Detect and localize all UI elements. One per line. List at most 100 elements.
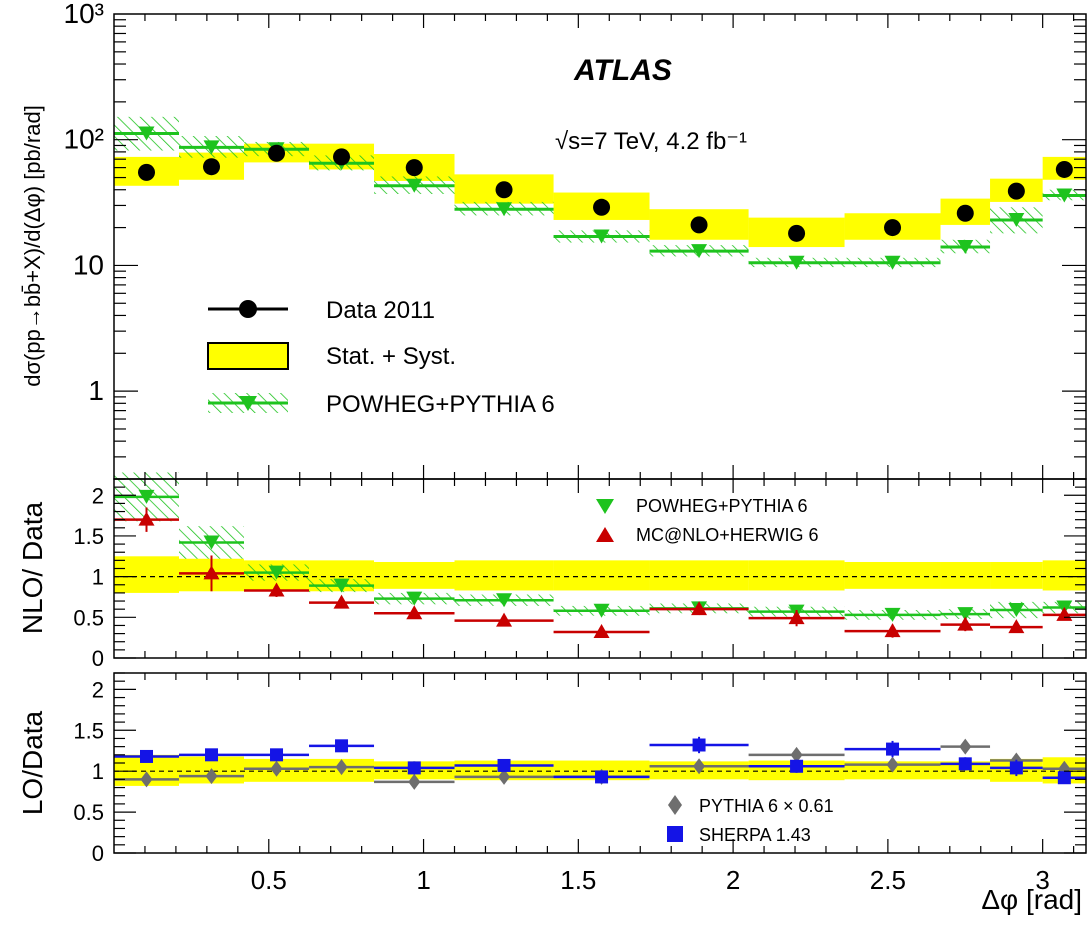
powheg-point: [957, 240, 974, 255]
ratio-y-tick-label: 1.5: [73, 524, 104, 549]
ratio-y-tick-label: 1: [92, 565, 104, 590]
middle-legend: POWHEG+PYTHIA 6 MC@NLO+HERWIG 6: [596, 496, 818, 545]
data-point: [593, 198, 611, 216]
powheg-ratio-point: [406, 591, 423, 606]
data-point: [203, 158, 221, 176]
legend-label-mcnlo: MC@NLO+HERWIG 6: [636, 525, 818, 545]
data-point: [495, 181, 513, 199]
ratio-y-tick-label: 0.5: [73, 800, 104, 825]
ratio-y-tick-label: 0: [92, 841, 104, 866]
sherpa-point: [497, 758, 511, 772]
mcnlo-point: [593, 623, 610, 638]
pythia-point: [886, 756, 899, 773]
legend-band-box-icon: [207, 342, 289, 370]
data-ratio-band: [990, 561, 1043, 589]
data-point: [956, 204, 974, 222]
top-y-tick-label: 10: [73, 249, 104, 280]
top-y-tick-label: 10²: [64, 124, 104, 155]
data-point: [1055, 160, 1073, 178]
sherpa-point: [692, 738, 706, 752]
powheg-point: [406, 178, 423, 193]
data-ratio-band: [454, 560, 554, 591]
x-tick-label: 0.5: [251, 865, 287, 895]
x-tick-label: 2.5: [870, 865, 906, 895]
pythia-point: [335, 759, 348, 776]
sherpa-point: [886, 742, 900, 756]
powheg-ratio-point: [957, 607, 974, 622]
ratio-y-tick-label: 0: [92, 646, 104, 671]
legend-label-pythia: PYTHIA 6 × 0.61: [699, 796, 834, 816]
x-tick-label: 1.5: [560, 865, 596, 895]
legend-label-sherpa: SHERPA 1.43: [699, 825, 811, 845]
bottom-legend: PYTHIA 6 × 0.61 SHERPA 1.43: [667, 795, 834, 845]
x-tick-label: 3: [1035, 865, 1049, 895]
data-ratio-band: [374, 561, 455, 589]
pythia-point: [205, 768, 218, 785]
powheg-ratio-point: [593, 603, 610, 618]
bottom-y-axis-label: LO/Data: [17, 710, 48, 815]
legend-pythia-diamond-icon: [668, 795, 682, 815]
mcnlo-point: [138, 511, 155, 526]
data-ratio-band: [748, 560, 845, 591]
data-ratio-band: [553, 560, 650, 591]
mcnlo-point: [1008, 619, 1025, 634]
top-legend: Data 2011 Stat. + Syst. POWHEG+PYTHIA 6: [207, 297, 555, 418]
mcnlo-point: [691, 601, 708, 616]
powheg-point: [884, 255, 901, 270]
data-ratio-band: [649, 560, 749, 591]
uncertainty-bands: [114, 116, 1086, 786]
data-point: [884, 219, 902, 237]
middle-panel-frame: [113, 478, 1087, 659]
legend-label-band: Stat. + Syst.: [326, 343, 456, 370]
sherpa-point: [1009, 761, 1023, 775]
top-y-axis-label: dσ(pp→bb̄+X)/d(Δφ) [pb/rad]: [20, 105, 45, 387]
data-ratio-band: [1042, 560, 1086, 591]
powheg-ratio-point: [1008, 602, 1025, 617]
mcnlo-point: [333, 594, 350, 609]
ratio-y-tick-label: 0.5: [73, 605, 104, 630]
powheg-ratio-point: [333, 578, 350, 593]
legend-data-marker-icon: [239, 300, 257, 318]
sherpa-point: [335, 739, 349, 753]
legend-sherpa-square-icon: [667, 826, 683, 842]
powheg-ratio-point: [884, 607, 901, 622]
data-point: [1007, 182, 1025, 200]
mcnlo-point: [496, 612, 513, 627]
powheg-point: [203, 140, 220, 155]
sherpa-point: [1057, 771, 1071, 785]
sherpa-point: [140, 749, 154, 763]
data-point: [333, 148, 351, 166]
powheg-point: [593, 229, 610, 244]
top-y-tick-label: 10³: [64, 0, 104, 29]
x-tick-label: 1: [416, 865, 430, 895]
powheg-point: [1008, 212, 1025, 227]
sherpa-point: [595, 770, 609, 784]
top-y-tick-label: 1: [88, 375, 104, 406]
mcnlo-point: [957, 616, 974, 631]
sherpa-point: [407, 761, 421, 775]
powheg-ratio-point: [496, 593, 513, 608]
legend-label-data: Data 2011: [326, 297, 435, 324]
pythia-point: [408, 773, 421, 790]
ratio-y-tick-label: 2: [92, 483, 104, 508]
x-axis-label: Δφ [rad]: [981, 884, 1082, 915]
data-ratio-band: [844, 561, 941, 589]
powheg-point: [138, 126, 155, 141]
ratio-y-tick-label: 1.5: [73, 718, 104, 743]
powheg-point: [1056, 188, 1073, 203]
data-ratio-band: [940, 561, 991, 589]
data-point: [405, 159, 423, 177]
legend-powheg-marker-icon: [239, 396, 257, 411]
pythia-point: [790, 746, 803, 763]
energy-label: √s=7 TeV, 4.2 fb⁻¹: [555, 128, 747, 155]
mcnlo-point: [268, 582, 285, 597]
pythia-point: [140, 771, 153, 788]
pythia-point: [270, 760, 283, 777]
axes: 0.5 1 1.5 2 2.5 3 1 10 10² 10³ 0 0.5 1 1.5 2 0 0.5 1 1.5 2: [64, 0, 1086, 895]
pythia-point: [959, 738, 972, 755]
x-tick-label: 2: [726, 865, 740, 895]
sherpa-point: [270, 748, 284, 762]
powheg-ratio-point: [268, 565, 285, 580]
powheg-point: [496, 202, 513, 217]
atlas-label: ATLAS: [573, 54, 672, 87]
